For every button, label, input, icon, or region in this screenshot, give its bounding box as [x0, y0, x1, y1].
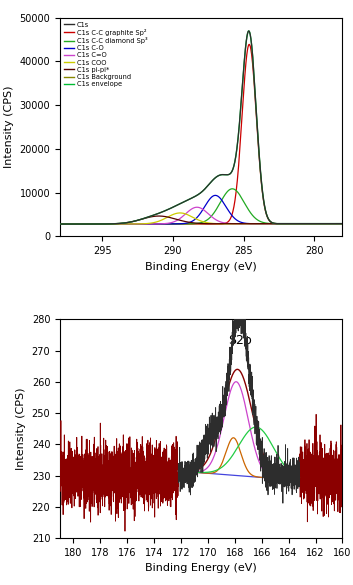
- Y-axis label: Intensity (CPS): Intensity (CPS): [16, 388, 26, 470]
- Legend: C1s, C1s C-C graphite Sp², C1s C-C diamond Sp³, C1s C-O, C1s C=O, C1s COO, C1s p: C1s, C1s C-C graphite Sp², C1s C-C diamo…: [63, 21, 148, 88]
- Y-axis label: Intensity (CPS): Intensity (CPS): [4, 85, 14, 168]
- Text: S2p: S2p: [228, 335, 252, 347]
- X-axis label: Binding Energy (eV): Binding Energy (eV): [145, 261, 257, 271]
- X-axis label: Binding Energy (eV): Binding Energy (eV): [145, 563, 257, 573]
